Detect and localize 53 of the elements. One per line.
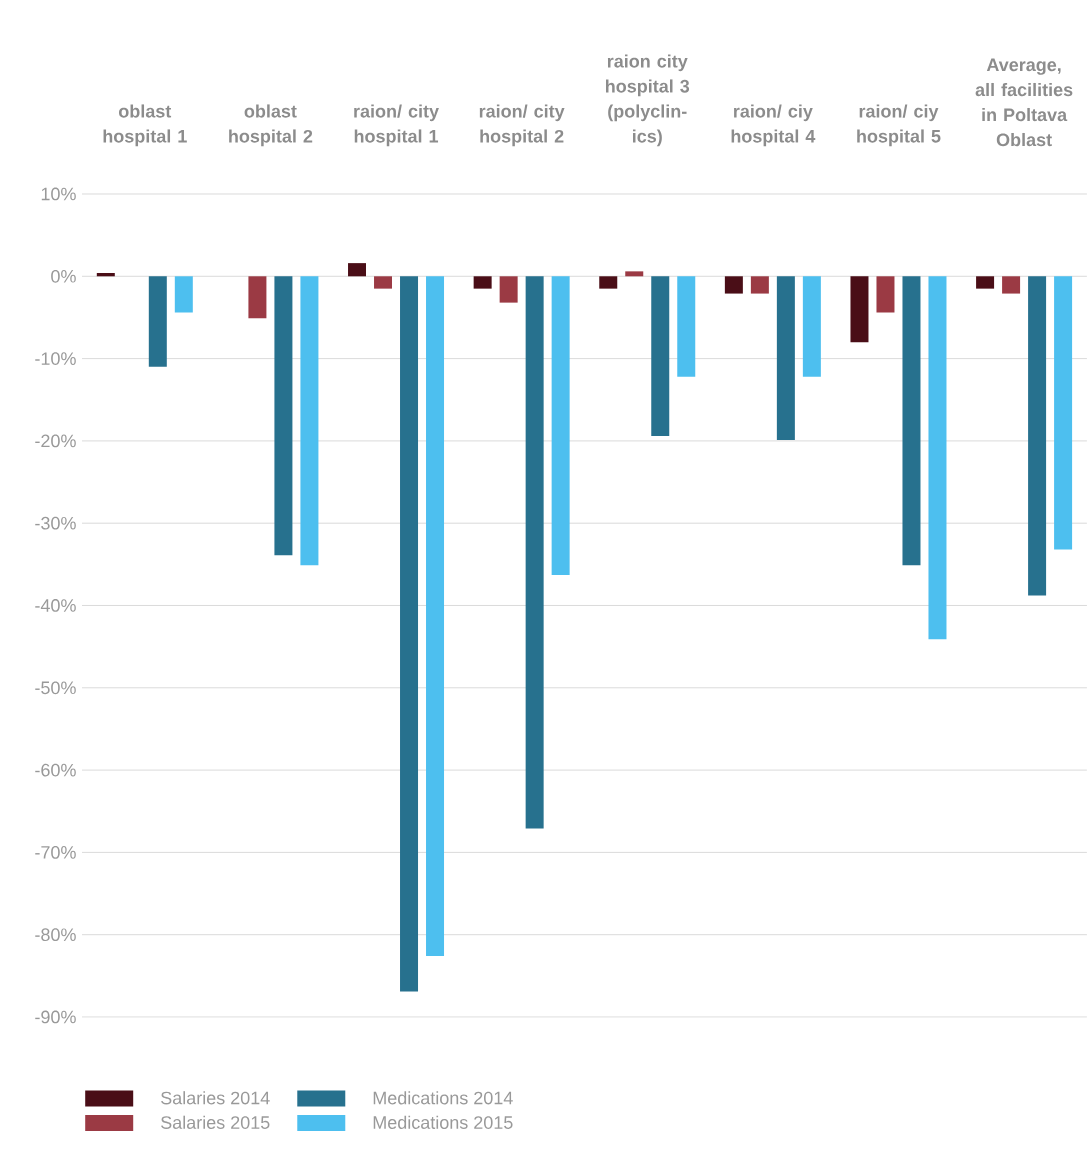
bar	[724, 276, 743, 294]
y-tick-label: -60%	[35, 763, 76, 777]
bar	[750, 276, 769, 294]
y-tick-label: -40%	[35, 599, 76, 612]
bar	[499, 276, 518, 303]
y-tick-label: 10%	[41, 187, 76, 201]
bar	[148, 276, 167, 367]
y-tick-label: -30%	[35, 516, 76, 530]
bar	[96, 273, 115, 277]
x-tick-label: raion/ ciy hospital 4	[731, 104, 816, 147]
x-tick-label: raion/ ciy hospital 5	[857, 104, 941, 147]
bar	[1054, 276, 1073, 550]
bar	[551, 276, 570, 576]
bar	[300, 276, 319, 566]
bar	[1028, 276, 1047, 596]
y-tick-label: -70%	[35, 846, 76, 859]
bar	[651, 276, 670, 436]
x-tick-label: Average, all facilities in Poltava Oblast	[975, 58, 1073, 147]
y-tick-label: -80%	[35, 928, 76, 942]
bar	[876, 276, 895, 313]
x-tick-label: raion/ city hospital 2	[479, 104, 565, 147]
bar	[1002, 276, 1021, 294]
bar	[802, 276, 821, 377]
y-tick-label: -90%	[35, 1010, 76, 1024]
bar	[902, 276, 921, 566]
bar	[274, 276, 293, 556]
bar	[625, 271, 644, 277]
y-tick-label: -50%	[35, 681, 76, 695]
bar	[400, 276, 419, 992]
x-tick-label: oblast hospital 2	[229, 104, 313, 147]
bar	[348, 263, 367, 277]
y-tick-label: -10%	[35, 352, 76, 365]
bar	[776, 276, 795, 441]
x-tick-label: raion city hospital 3 (polyclin-ics)	[606, 54, 690, 147]
y-tick-label: 0%	[51, 269, 76, 283]
bar	[599, 276, 618, 289]
x-tick-label: raion/ city hospital 1	[354, 104, 439, 147]
bar	[677, 276, 696, 377]
bar	[850, 276, 869, 343]
legend-label: Salaries 2014	[161, 1091, 270, 1105]
bar	[248, 276, 267, 319]
bar	[174, 276, 193, 313]
bar	[976, 276, 995, 289]
y-tick-label: -20%	[35, 434, 76, 448]
legend-label: Medications 2014	[373, 1091, 513, 1105]
x-tick-label: oblast hospital 1	[103, 104, 187, 147]
bar	[525, 276, 544, 829]
legend-label: Salaries 2015	[161, 1115, 270, 1129]
legend-label: Medications 2015	[373, 1115, 513, 1129]
bar	[426, 276, 445, 957]
bar	[473, 276, 492, 289]
bar	[374, 276, 393, 289]
bar	[928, 276, 947, 640]
